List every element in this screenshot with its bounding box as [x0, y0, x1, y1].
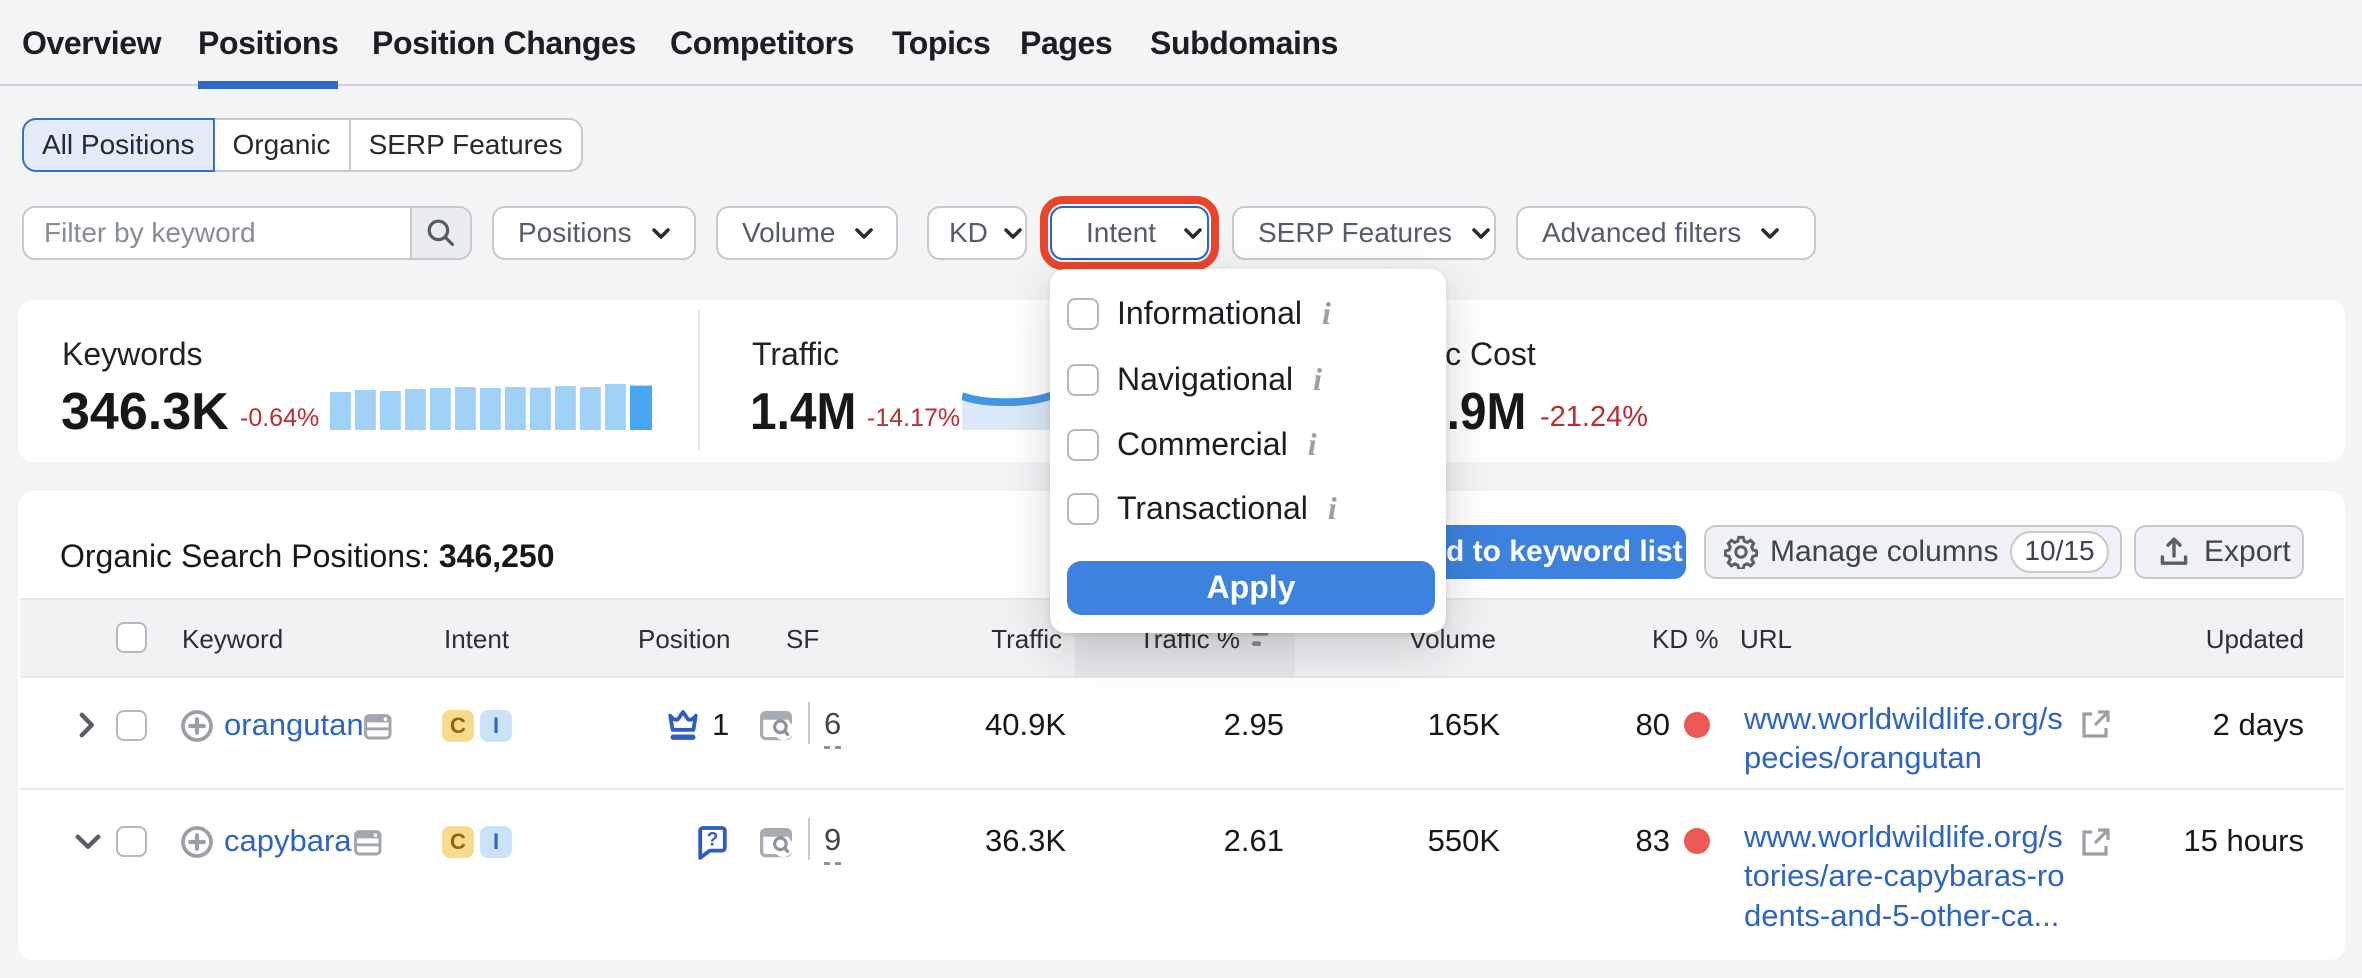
svg-text:?: ?: [707, 830, 719, 851]
